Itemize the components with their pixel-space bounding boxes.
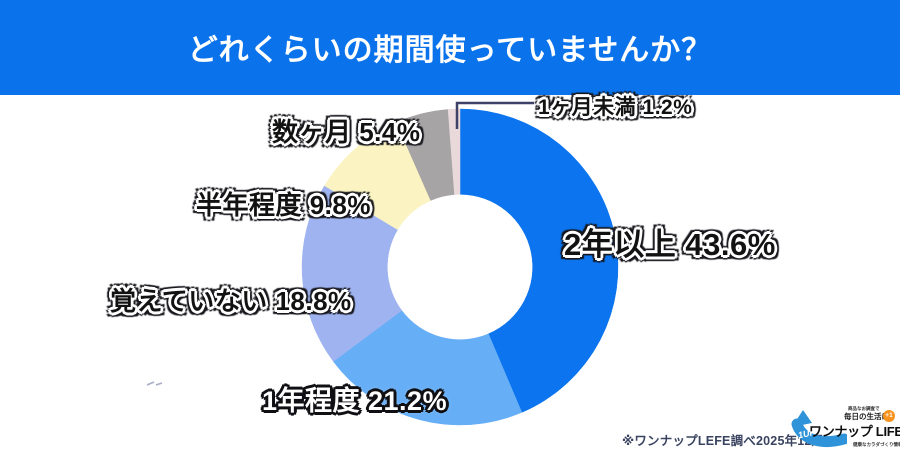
slice-label-about-1-year: 1年程度 21.2%: [262, 386, 448, 416]
logo-tagline: 毎日の生活に: [844, 412, 889, 421]
donut-slice-5: [447, 108, 461, 195]
slice-label-few-months: 数ヶ月 5.4%: [272, 117, 421, 147]
leader-line: [455, 101, 534, 129]
page-title: どれくらいの期間使っていませんか？: [187, 33, 713, 67]
slice-label-2-years-plus: 2年以上 43.6%: [564, 227, 776, 262]
stray-mark: [146, 381, 163, 386]
donut-slice-2: [301, 185, 403, 362]
brand-logo: 1UP 商品なお調査で 毎日の生活に +1 ワンナップ LIFE 健康なカラダづ…: [791, 404, 900, 450]
title-banner: どれくらいの期間使っていませんか？: [0, 0, 900, 95]
one-up-text: 1UP: [797, 427, 817, 441]
plus-one-badge: +1: [883, 410, 895, 422]
donut-slice-1: [332, 310, 523, 426]
donut-slices: [301, 108, 619, 426]
donut-slice-0: [459, 108, 619, 413]
source-note: ※ワンナップLEFE調べ2025年12月: [622, 434, 825, 448]
one-up-arrow-icon: 1UP: [791, 410, 847, 448]
logo-tagline-top: 商品なお調査で: [848, 406, 880, 411]
slice-label-half-year: 半年程度 9.8%: [196, 190, 371, 220]
logo-brand-text: ワンナップ LIFE: [809, 424, 900, 439]
slice-label-under-1-month: 1ヶ月未満 1.2%: [538, 96, 693, 119]
logo-subtext: 健康なカラダづくり情報局: [853, 442, 900, 447]
slice-label-dont-remember: 覚えていない 18.8%: [110, 286, 352, 316]
